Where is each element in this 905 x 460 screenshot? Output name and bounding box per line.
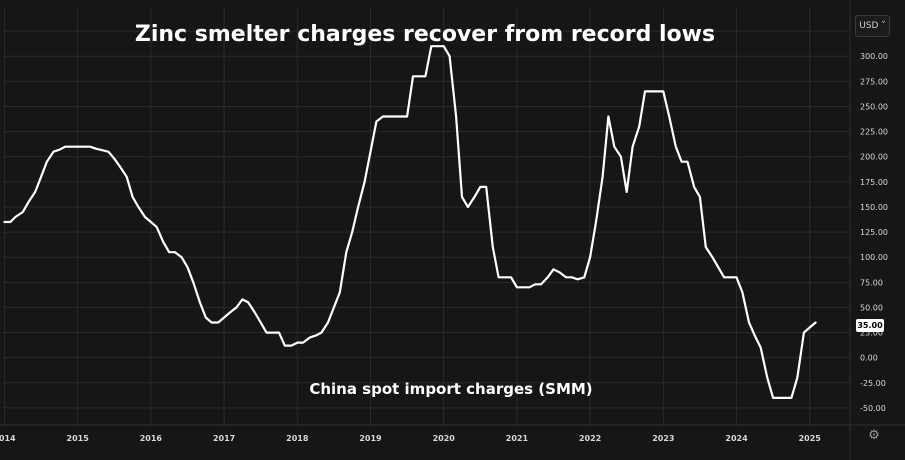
y-tick-label: 125.00 (860, 228, 888, 237)
y-tick-label: 0.00 (860, 354, 878, 363)
series-line (3, 45, 817, 399)
series-annotation: China spot import charges (SMM) (309, 380, 593, 398)
y-tick-label: -25.00 (860, 379, 886, 388)
x-tick-label: 2024 (725, 434, 748, 443)
chart-series (3, 45, 817, 399)
x-tick-label: 2014 (0, 434, 16, 443)
x-axis: 2014 2015 2016 2017 2018 2019 2020 2021 2022 2023… (0, 434, 821, 443)
x-tick-label: 2015 (67, 434, 90, 443)
x-tick-label: 2025 (799, 434, 822, 443)
x-tick-label: 2023 (652, 434, 674, 443)
last-value-badge: 35.00 (856, 319, 884, 332)
y-tick-label: -50.00 (860, 404, 886, 413)
y-tick-label: 175.00 (860, 178, 888, 187)
x-tick-label: 2022 (579, 434, 601, 443)
currency-selector[interactable]: USD ˅ (855, 15, 890, 37)
x-tick-label: 2021 (506, 434, 529, 443)
x-tick-label: 2020 (433, 434, 456, 443)
y-tick-label: 225.00 (860, 128, 888, 137)
gear-icon[interactable]: ⚙ (868, 428, 880, 443)
y-tick-label: 275.00 (860, 77, 888, 86)
y-tick-label: 300.00 (860, 52, 888, 61)
y-tick-label: 100.00 (860, 253, 888, 262)
x-tick-label: 2019 (359, 434, 382, 443)
y-tick-label: 150.00 (860, 203, 888, 212)
y-tick-label: 25.00 (860, 329, 883, 338)
x-tick-label: 2017 (213, 434, 235, 443)
y-tick-label: 250.00 (860, 102, 888, 111)
y-tick-label: 200.00 (860, 153, 888, 162)
chart-title: Zinc smelter charges recover from record… (134, 22, 716, 47)
y-axis: 325.00300.00275.00250.00225.00200.00175.… (860, 27, 888, 413)
y-tick-label: 75.00 (860, 278, 883, 287)
y-tick-label: 50.00 (860, 303, 883, 312)
x-tick-label: 2018 (286, 434, 309, 443)
x-tick-label: 2016 (140, 434, 163, 443)
